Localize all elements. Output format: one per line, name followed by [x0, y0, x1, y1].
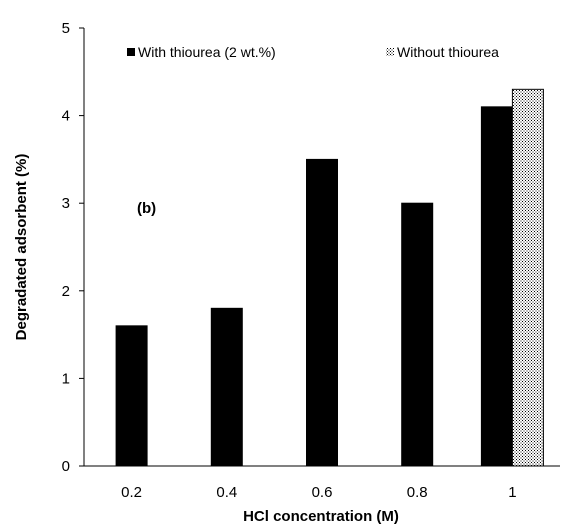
bar-with-thiourea-1: [480, 106, 513, 467]
legend-label-with-thiourea: With thiourea (2 wt.%): [138, 44, 276, 60]
bar-with-thiourea-0.6: [306, 158, 338, 467]
bar-with-thiourea-0.2: [115, 325, 148, 467]
bar-without-thiourea-1: [511, 88, 544, 467]
y-tick-label: 2: [62, 283, 70, 300]
y-axis-title: Degradated adsorbent (%): [13, 154, 30, 341]
y-tick-label: 4: [62, 108, 70, 125]
y-tick-label: 1: [62, 370, 70, 387]
x-tick-label: 0.4: [216, 484, 237, 501]
y-axis: 0 1 2 3 4 5: [62, 20, 85, 475]
legend-swatch-without-thiourea: [386, 48, 394, 56]
y-tick-label: 3: [62, 195, 70, 212]
x-axis-title: HCl concentration (M): [243, 508, 399, 525]
x-tick-label: 0.6: [312, 484, 333, 501]
y-tick-label: 5: [62, 20, 70, 37]
x-tick-label: 0.2: [121, 484, 142, 501]
bar-with-thiourea-0.8: [401, 202, 434, 467]
x-tick-label: 1: [508, 484, 516, 501]
bars: [115, 88, 544, 467]
y-ticks: 0 1 2 3 4 5: [62, 20, 84, 475]
legend-swatch-with-thiourea: [127, 48, 135, 56]
bar-with-thiourea-0.4: [210, 307, 243, 467]
legend: With thiourea (2 wt.%) Without thiourea: [127, 44, 499, 60]
panel-label: (b): [137, 200, 156, 217]
y-tick-label: 0: [62, 458, 70, 475]
x-ticks: 0.2 0.4 0.6 0.8 1: [121, 484, 516, 501]
legend-label-without-thiourea: Without thiourea: [397, 44, 499, 60]
x-tick-label: 0.8: [407, 484, 428, 501]
x-axis: 0.2 0.4 0.6 0.8 1: [84, 465, 560, 501]
